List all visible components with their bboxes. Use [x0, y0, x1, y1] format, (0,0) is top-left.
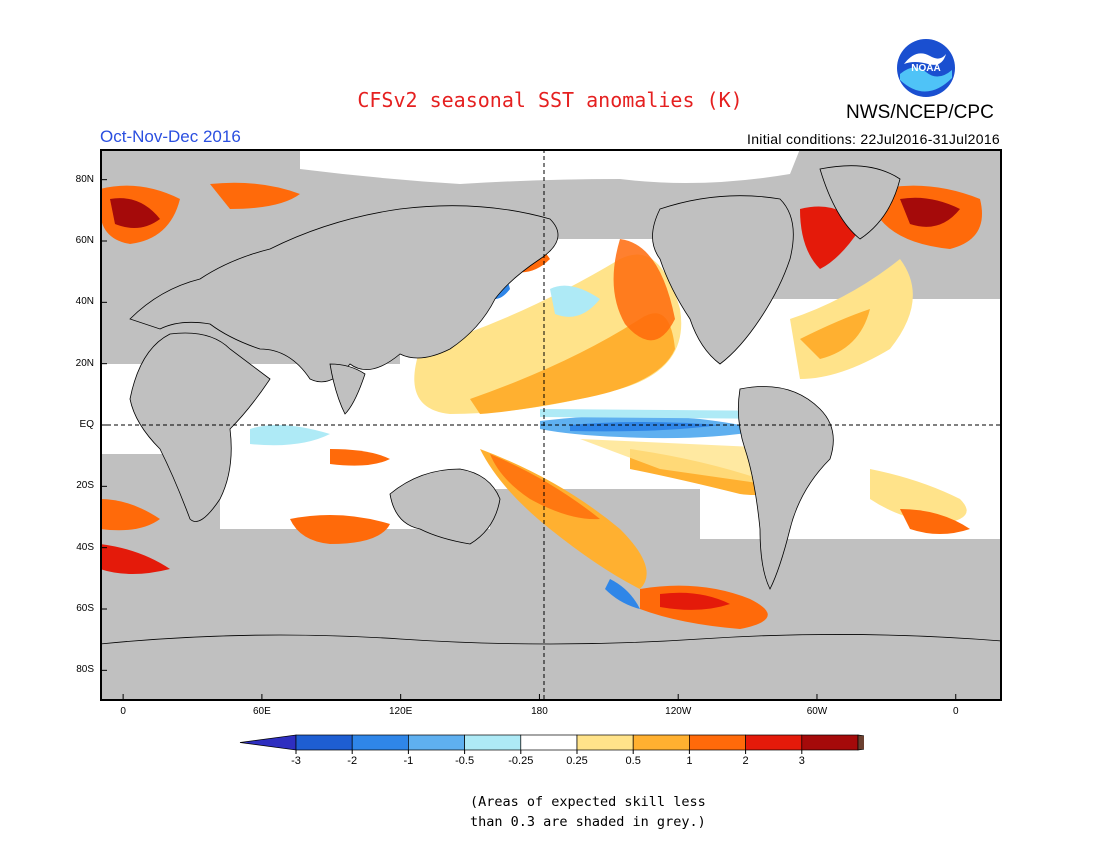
svg-text:NOAA: NOAA — [911, 63, 940, 74]
legend-bin — [632, 734, 690, 751]
legend-bin — [295, 734, 353, 751]
legend-arrow-high — [857, 734, 864, 751]
lon-label: 120W — [665, 706, 692, 717]
lat-label: 60S — [76, 603, 94, 614]
legend-label: 1 — [686, 755, 692, 767]
legend-label: -3 — [291, 755, 301, 767]
legend-label: 3 — [799, 755, 805, 767]
noaa-logo: NOAA — [897, 39, 955, 97]
legend-bin — [464, 734, 522, 751]
lat-label: 80N — [75, 173, 94, 185]
chart-title: CFSv2 seasonal SST anomalies (K) — [357, 88, 743, 112]
skill-note: (Areas of expected skill less than 0.3 a… — [470, 792, 730, 832]
legend-bin — [745, 734, 803, 751]
lat-label: 20S — [76, 480, 94, 492]
sst-anomaly-map — [100, 149, 1002, 701]
legend-label: -0.5 — [455, 755, 474, 767]
lat-label: 60N — [75, 235, 94, 246]
lon-label: 180 — [531, 706, 548, 717]
legend-bin — [689, 734, 746, 751]
lon-label: 0 — [952, 706, 959, 717]
agency-label: NWS/NCEP/CPC — [846, 102, 994, 123]
legend-bin — [801, 734, 859, 751]
lat-label: EQ — [79, 419, 94, 430]
land-masses — [100, 149, 1002, 701]
legend-label: -2 — [347, 755, 357, 767]
legend-bin — [576, 734, 634, 751]
legend-bin — [351, 734, 409, 751]
skill-note-line-1: (Areas of expected skill less — [470, 794, 706, 810]
lat-label: 40S — [76, 541, 94, 553]
forecast-period: Oct-Nov-Dec 2016 — [100, 127, 241, 146]
skill-note-line-2: than 0.3 are shaded in grey.) — [470, 814, 706, 830]
lon-label: 60W — [806, 706, 828, 717]
legend-label: -1 — [404, 755, 414, 767]
legend-label: -0.25 — [508, 755, 533, 767]
legend-bin — [520, 734, 578, 751]
legend-label: 0.25 — [566, 755, 587, 767]
legend-label: 2 — [743, 755, 749, 767]
map-frame — [100, 149, 1002, 701]
color-legend: -3 -2 -1 -0.5 -0.25 0.25 0.5 1 2 3 — [239, 734, 864, 767]
lat-label: 80S — [76, 664, 94, 676]
latitude-axis — [102, 179, 107, 671]
lat-label: 40N — [75, 296, 94, 308]
longitude-axis — [122, 694, 957, 699]
legend-bin — [408, 734, 465, 751]
lon-label: 60E — [252, 706, 271, 717]
lon-label: 0 — [120, 706, 126, 717]
legend-label: 0.5 — [626, 755, 641, 767]
legend-arrow-low — [239, 734, 297, 751]
lon-label: 120E — [388, 706, 413, 717]
lat-label: 20N — [75, 357, 94, 369]
initial-conditions: Initial conditions: 22Jul2016-31Jul2016 — [747, 131, 1000, 147]
